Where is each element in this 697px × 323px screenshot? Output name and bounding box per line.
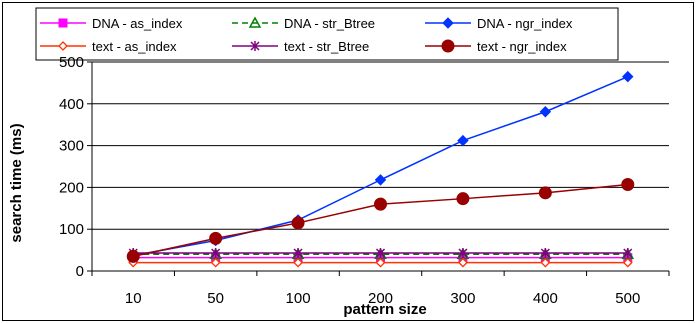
legend-swatch-marker	[441, 39, 455, 53]
legend-label-text-as-index: text - as_index	[92, 39, 177, 54]
x-tick-label-100: 100	[286, 290, 311, 307]
legend-item-text-str-btree: text - str_Btree	[232, 39, 369, 54]
x-tick-label-300: 300	[450, 290, 475, 307]
legend-swatch-marker	[248, 16, 262, 28]
x-tick-label-400: 400	[533, 290, 558, 307]
data-point-dna-ngr-index-200	[374, 174, 387, 186]
x-tick-label-500: 500	[615, 290, 640, 307]
x-tick-label-10: 10	[125, 290, 142, 307]
y-tick-label-0: 0	[76, 263, 84, 280]
data-point-text-str-btree-50	[211, 248, 221, 259]
data-point-text-as-index-400	[540, 257, 551, 268]
legend: DNA - as_index DNA - str_Btree DNA - ngr_i…	[35, 7, 619, 61]
y-tick-label-500: 500	[59, 54, 84, 71]
legend-swatch-marker	[58, 41, 68, 51]
series-text-ngr-index	[126, 177, 635, 263]
legend-label-dna-str-btree: DNA - str_Btree	[284, 16, 375, 31]
y-axis-title: search time (ms)	[8, 123, 25, 242]
legend-item-dna-ngr-index: DNA - ngr_index	[425, 16, 573, 31]
legend-label-text-ngr-index: text - ngr_index	[477, 39, 567, 54]
data-point-text-str-btree-100	[293, 248, 303, 259]
data-point-text-str-btree-200	[375, 248, 386, 259]
data-point-dna-ngr-index-300	[457, 134, 469, 147]
x-tick-label-200: 200	[368, 290, 393, 307]
data-point-text-ngr-index-10	[126, 249, 140, 263]
series-text-str-btree	[128, 248, 633, 259]
x-axis-title: pattern size	[343, 301, 426, 318]
data-point-text-as-index-100	[293, 257, 303, 268]
legend-label-dna-ngr-index: DNA - ngr_index	[477, 16, 573, 31]
data-point-text-ngr-index-500	[621, 177, 635, 191]
data-point-text-as-index-200	[375, 257, 386, 268]
data-point-text-as-index-500	[622, 257, 633, 268]
gridlines	[91, 61, 669, 272]
series-text-as-index	[128, 257, 633, 268]
legend-border	[35, 7, 619, 61]
legend-swatch-marker	[250, 41, 260, 51]
legend-swatch-marker	[58, 18, 68, 28]
x-tick-label-50: 50	[207, 290, 224, 307]
data-point-dna-ngr-index-400	[539, 106, 552, 118]
legend-item-dna-as-index: DNA - as_index	[40, 16, 183, 31]
y-tick-label-300: 300	[59, 138, 84, 155]
y-axis-ticks: 0 100 200 300 400 500	[59, 54, 92, 280]
y-tick-label-200: 200	[59, 179, 84, 196]
data-point-text-as-index-300	[458, 257, 468, 268]
data-point-text-str-btree-500	[623, 248, 633, 259]
legend-label-dna-as-index: DNA - as_index	[92, 16, 183, 31]
series-layer	[126, 70, 635, 268]
legend-label-text-str-btree: text - str_Btree	[284, 39, 369, 54]
legend-item-text-as-index: text - as_index	[40, 39, 177, 54]
plot-area	[92, 62, 669, 271]
data-point-text-str-btree-400	[540, 248, 550, 259]
data-point-text-str-btree-300	[458, 248, 468, 259]
legend-item-text-ngr-index: text - ngr_index	[425, 39, 567, 54]
legend-swatch-marker	[442, 17, 454, 29]
data-point-text-ngr-index-300	[456, 192, 470, 206]
data-point-text-ngr-index-50	[209, 231, 223, 245]
y-tick-label-400: 400	[59, 96, 84, 113]
data-point-text-ngr-index-400	[538, 186, 552, 200]
data-point-dna-ngr-index-500	[622, 70, 634, 83]
data-point-text-as-index-50	[210, 257, 221, 268]
plot-background	[92, 62, 669, 271]
x-axis-ticks: 10 50 100 200 300 400 500	[91, 271, 670, 307]
legend-item-dna-str-btree: DNA - str_Btree	[232, 16, 375, 31]
data-point-text-ngr-index-200	[374, 197, 387, 211]
data-point-text-ngr-index-100	[291, 216, 305, 230]
y-tick-label-100: 100	[59, 221, 84, 238]
